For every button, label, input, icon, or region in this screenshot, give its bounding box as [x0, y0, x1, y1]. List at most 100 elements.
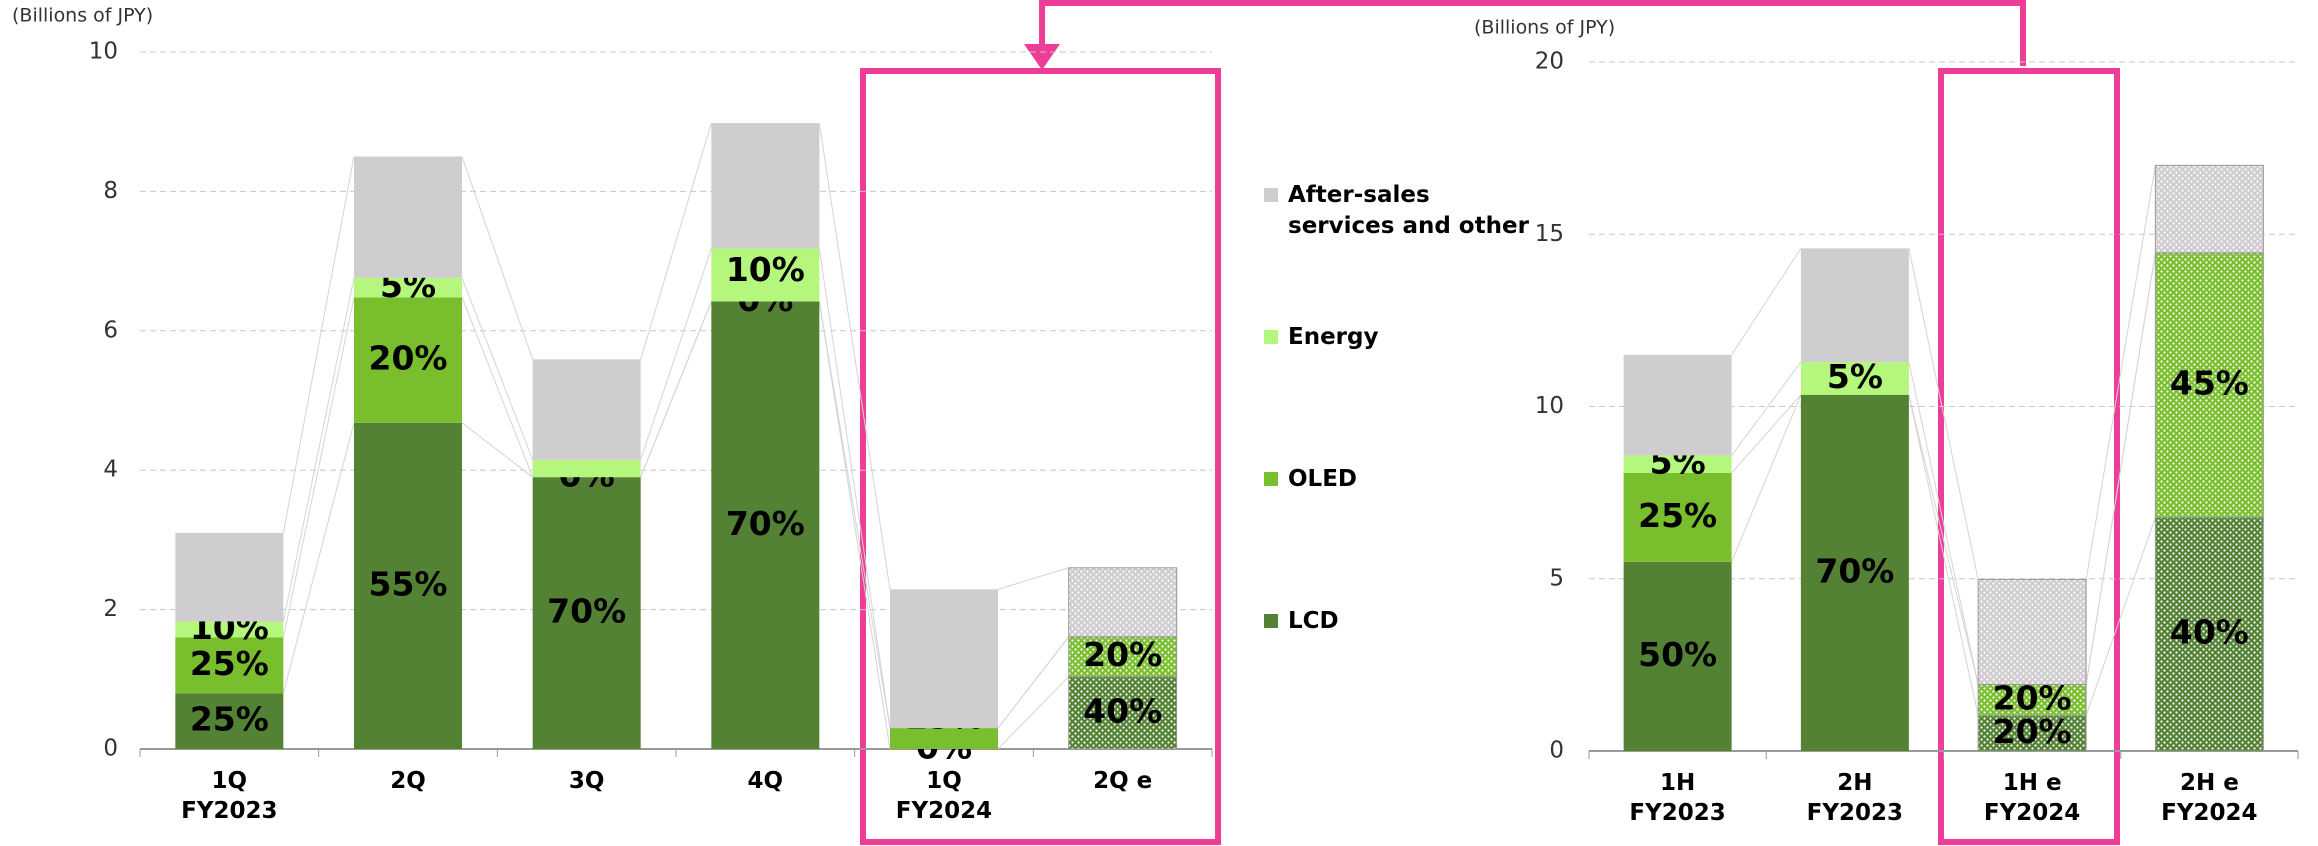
label: 1H FY2023	[1629, 770, 1725, 826]
y-tick-label: 10	[89, 39, 118, 65]
highlight-box	[860, 68, 1221, 845]
bar-segment	[1800, 248, 1909, 363]
connector	[282, 422, 355, 694]
bar-segment	[890, 589, 998, 729]
connector	[1731, 248, 1802, 356]
connector	[1731, 394, 1802, 563]
label: Energy	[1288, 324, 1378, 350]
bar-segment	[1623, 561, 1732, 751]
bar-segment	[175, 621, 284, 638]
connector	[818, 248, 891, 729]
data-label: 5%	[1827, 357, 1883, 396]
connector	[997, 676, 1070, 750]
bar-segment	[354, 297, 462, 423]
bar-segment	[1068, 636, 1178, 678]
y-tick-label: 6	[103, 317, 118, 343]
label: 1Q FY2023	[181, 768, 277, 824]
data-label: 70%	[726, 504, 805, 543]
connector	[818, 301, 891, 729]
y-tick-label: 10	[1535, 393, 1564, 419]
bar-segment	[1623, 472, 1732, 562]
connector	[2085, 252, 2156, 685]
bar-segment	[711, 248, 820, 302]
connector	[640, 122, 712, 360]
bar-segment	[890, 728, 998, 749]
y-unit: (Billions of JPY)	[1474, 17, 1615, 39]
y-tick-label: 0	[1549, 738, 1564, 764]
connector	[282, 156, 355, 534]
bar-segment	[1068, 567, 1178, 638]
connector	[461, 156, 534, 360]
y-tick-label: 15	[1535, 221, 1564, 247]
data-label: 20%	[1993, 679, 2072, 718]
bar-segment	[175, 637, 284, 694]
bar-segment	[1800, 394, 1909, 751]
label: 1Q FY2024	[896, 768, 992, 824]
arrow-head	[1024, 44, 1060, 70]
bar-segment	[2154, 252, 2264, 518]
connector	[818, 123, 891, 590]
data-label: 20%	[1083, 635, 1162, 674]
label: 3Q	[569, 768, 605, 794]
connector	[461, 277, 534, 460]
data-label: 45%	[2170, 364, 2249, 403]
connector	[640, 301, 712, 478]
label: 4Q	[748, 768, 784, 794]
data-label: 20%	[369, 339, 448, 378]
data-label: 55%	[369, 564, 448, 603]
connector	[1908, 361, 1979, 685]
label: After-sales services and other	[1288, 182, 1530, 239]
label: 2H FY2023	[1807, 770, 1903, 826]
bar-segment	[1977, 715, 2087, 752]
connector	[818, 301, 891, 750]
data-label: 70%	[547, 592, 626, 631]
highlight-box	[1938, 68, 2120, 845]
connector	[997, 567, 1069, 590]
bar-segment	[1800, 362, 1909, 395]
legend-swatch	[1264, 614, 1278, 628]
data-label: 70%	[1815, 551, 1894, 590]
data-label: 50%	[1638, 635, 1717, 674]
connector	[997, 636, 1070, 729]
connector	[1731, 394, 1802, 474]
connector	[461, 297, 534, 478]
connector	[2085, 517, 2156, 716]
y-tick-label: 5	[1549, 565, 1564, 591]
data-label: 25%	[190, 700, 269, 739]
y-tick-label: 8	[103, 178, 118, 204]
bar-segment	[175, 532, 284, 622]
connector	[1908, 394, 1979, 685]
connector	[1908, 394, 1979, 716]
data-label: 20%	[1993, 712, 2072, 751]
label: 2Q e	[1093, 768, 1152, 794]
bar-segment	[1623, 354, 1732, 456]
bar-segment	[1977, 684, 2087, 717]
y-tick-label: 20	[1535, 49, 1564, 75]
bar-segment	[532, 459, 641, 478]
legend-swatch	[1264, 472, 1278, 486]
bar-segment	[1068, 676, 1178, 750]
connector	[1731, 361, 1802, 456]
label: LCD	[1288, 608, 1339, 634]
bar-segment	[532, 477, 641, 749]
bar-segment	[2154, 164, 2264, 254]
label: 2Q	[390, 768, 426, 794]
legend-swatch	[1264, 330, 1278, 344]
bar-segment	[711, 301, 820, 749]
bar-segment	[354, 156, 462, 278]
bar-segment	[175, 693, 284, 749]
y-tick-label: 4	[103, 457, 118, 483]
label: 2H e FY2024	[2161, 770, 2257, 826]
bar-segment	[354, 277, 462, 298]
y-tick-label: 0	[103, 736, 118, 762]
y-tick-label: 2	[103, 596, 118, 622]
bar-segment	[711, 123, 820, 249]
legend-swatch	[1264, 188, 1278, 202]
link-arrow	[1039, 0, 2026, 66]
connector	[1908, 248, 1979, 580]
connector	[640, 248, 712, 460]
connector	[2085, 165, 2156, 580]
connector	[461, 422, 533, 478]
data-label: 10%	[726, 250, 805, 289]
